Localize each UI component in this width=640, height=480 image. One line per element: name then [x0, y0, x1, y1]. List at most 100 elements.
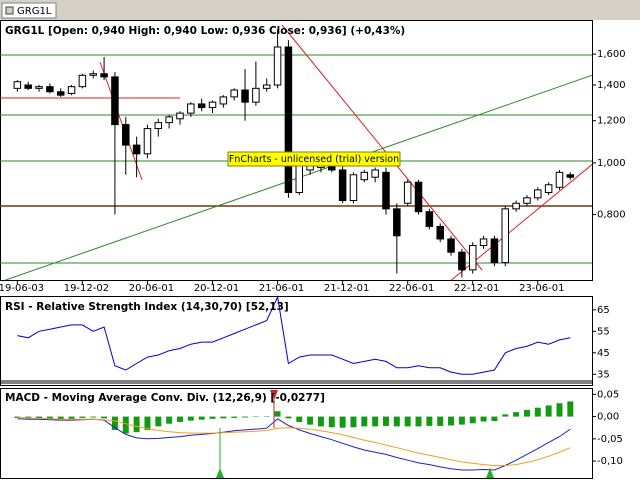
- watermark: FnCharts - unlicensed (trial) version: [229, 154, 399, 165]
- x-tick-label: 22-06-01: [389, 283, 434, 294]
- candle-body: [132, 144, 141, 155]
- histogram-bar: [133, 416, 140, 433]
- histogram-bar: [361, 416, 368, 427]
- histogram-bar: [220, 416, 227, 419]
- candle-body: [78, 74, 87, 88]
- histogram-bar: [46, 416, 53, 419]
- histogram-bar: [198, 416, 205, 420]
- histogram-bar: [534, 407, 541, 417]
- candle-body: [501, 208, 510, 264]
- macd-title: MACD - Moving Average Conv. Div. (12,26,…: [5, 392, 325, 404]
- candle-body: [89, 73, 97, 76]
- x-tick-label: 21-06-01: [259, 283, 304, 294]
- candle-body: [100, 73, 108, 78]
- candle-body: [35, 86, 43, 89]
- candle-body: [468, 244, 477, 271]
- signals: [216, 390, 494, 478]
- trend-line: [4, 74, 592, 280]
- price-panel: [0, 20, 593, 281]
- rsi-title: RSI - Relative Strength Index (14,30,70)…: [5, 301, 289, 313]
- candle-body: [143, 128, 152, 155]
- candle-body: [382, 171, 390, 210]
- candle-body: [111, 76, 119, 126]
- histogram-bar: [307, 416, 314, 425]
- candle-body: [154, 122, 163, 130]
- histogram-bar: [209, 416, 216, 419]
- x-tick-label: 22-12-01: [454, 283, 499, 294]
- candle-body: [122, 124, 130, 146]
- candle-body: [566, 174, 575, 178]
- macd-panel: [0, 388, 593, 479]
- histogram-bar: [177, 416, 183, 422]
- histogram-bar: [317, 416, 324, 427]
- candle-body: [414, 181, 423, 213]
- y-tick-label: 45: [597, 348, 610, 359]
- x-tick-label: 19-12-02: [64, 283, 109, 294]
- candle-body: [393, 208, 401, 237]
- line: [17, 295, 571, 375]
- histogram-bar: [79, 416, 86, 418]
- chart-area: [0, 20, 640, 480]
- histogram-bar: [101, 416, 108, 419]
- candle-body: [230, 89, 238, 98]
- candle-body: [13, 81, 22, 89]
- histogram-bar: [155, 416, 162, 427]
- candle-body: [262, 84, 271, 89]
- histogram-bar: [350, 416, 357, 428]
- candle-body: [56, 91, 65, 96]
- histogram-bar: [513, 412, 520, 417]
- drawing-tools: [0, 24, 592, 280]
- histogram-bar: [111, 416, 118, 430]
- candle-body: [360, 171, 369, 181]
- candle-body: [67, 86, 76, 94]
- candle-body: [349, 174, 358, 202]
- candle-body: [284, 46, 293, 193]
- trend-line: [281, 24, 483, 271]
- y-tick-label: 0,05: [597, 389, 619, 400]
- y-tick-label: 1,600: [597, 49, 626, 60]
- histogram-bar: [556, 403, 563, 417]
- sell-signal: [270, 390, 278, 400]
- trend-line: [99, 61, 143, 181]
- tab[interactable]: [1, 2, 57, 19]
- histogram-bar: [90, 416, 97, 418]
- histogram-bar: [415, 416, 422, 427]
- candle-body: [479, 238, 488, 246]
- candle-body: [219, 96, 228, 105]
- x-tick-label: 20-06-01: [129, 283, 174, 294]
- histogram-bar: [458, 416, 465, 425]
- histogram-bar: [68, 416, 75, 419]
- histogram-bar: [448, 416, 455, 426]
- histogram-bar: [122, 416, 129, 434]
- histogram-bar: [437, 416, 444, 426]
- x-tick-label: 20-12-01: [194, 283, 239, 294]
- histogram-bar: [567, 401, 574, 417]
- candle-body: [338, 169, 347, 202]
- histogram-bar: [285, 416, 292, 419]
- y-tick-label: 0,800: [597, 210, 626, 221]
- candle-body: [295, 164, 304, 193]
- x-tick-label: 19-06-03: [0, 283, 44, 294]
- rsi-panel: [0, 296, 593, 386]
- histogram-bar: [242, 416, 249, 418]
- histogram-bar: [404, 416, 411, 427]
- candle-body: [523, 197, 531, 204]
- x-tick-label: 21-12-01: [324, 283, 369, 294]
- histogram-bar: [36, 416, 43, 419]
- buy-signal: [486, 468, 494, 478]
- candle-body: [208, 101, 217, 109]
- histogram-bar: [383, 416, 389, 426]
- histogram-bar: [523, 409, 530, 417]
- y-tick-label: 1,400: [597, 80, 626, 91]
- histogram-bar: [393, 416, 400, 427]
- candle-body: [458, 251, 466, 271]
- tab-label: GRG1L: [17, 6, 52, 17]
- marks: 1,600 1,400 1,200 1,000 0,800 19-06-03 19-12-0…: [0, 29, 626, 471]
- candle-body: [241, 89, 249, 103]
- histogram-bar: [296, 416, 303, 422]
- candle-body: [544, 184, 553, 193]
- y-tick-label: 55: [597, 326, 610, 337]
- y-tick-label: -0,05: [597, 434, 623, 445]
- histogram-bar: [144, 416, 151, 430]
